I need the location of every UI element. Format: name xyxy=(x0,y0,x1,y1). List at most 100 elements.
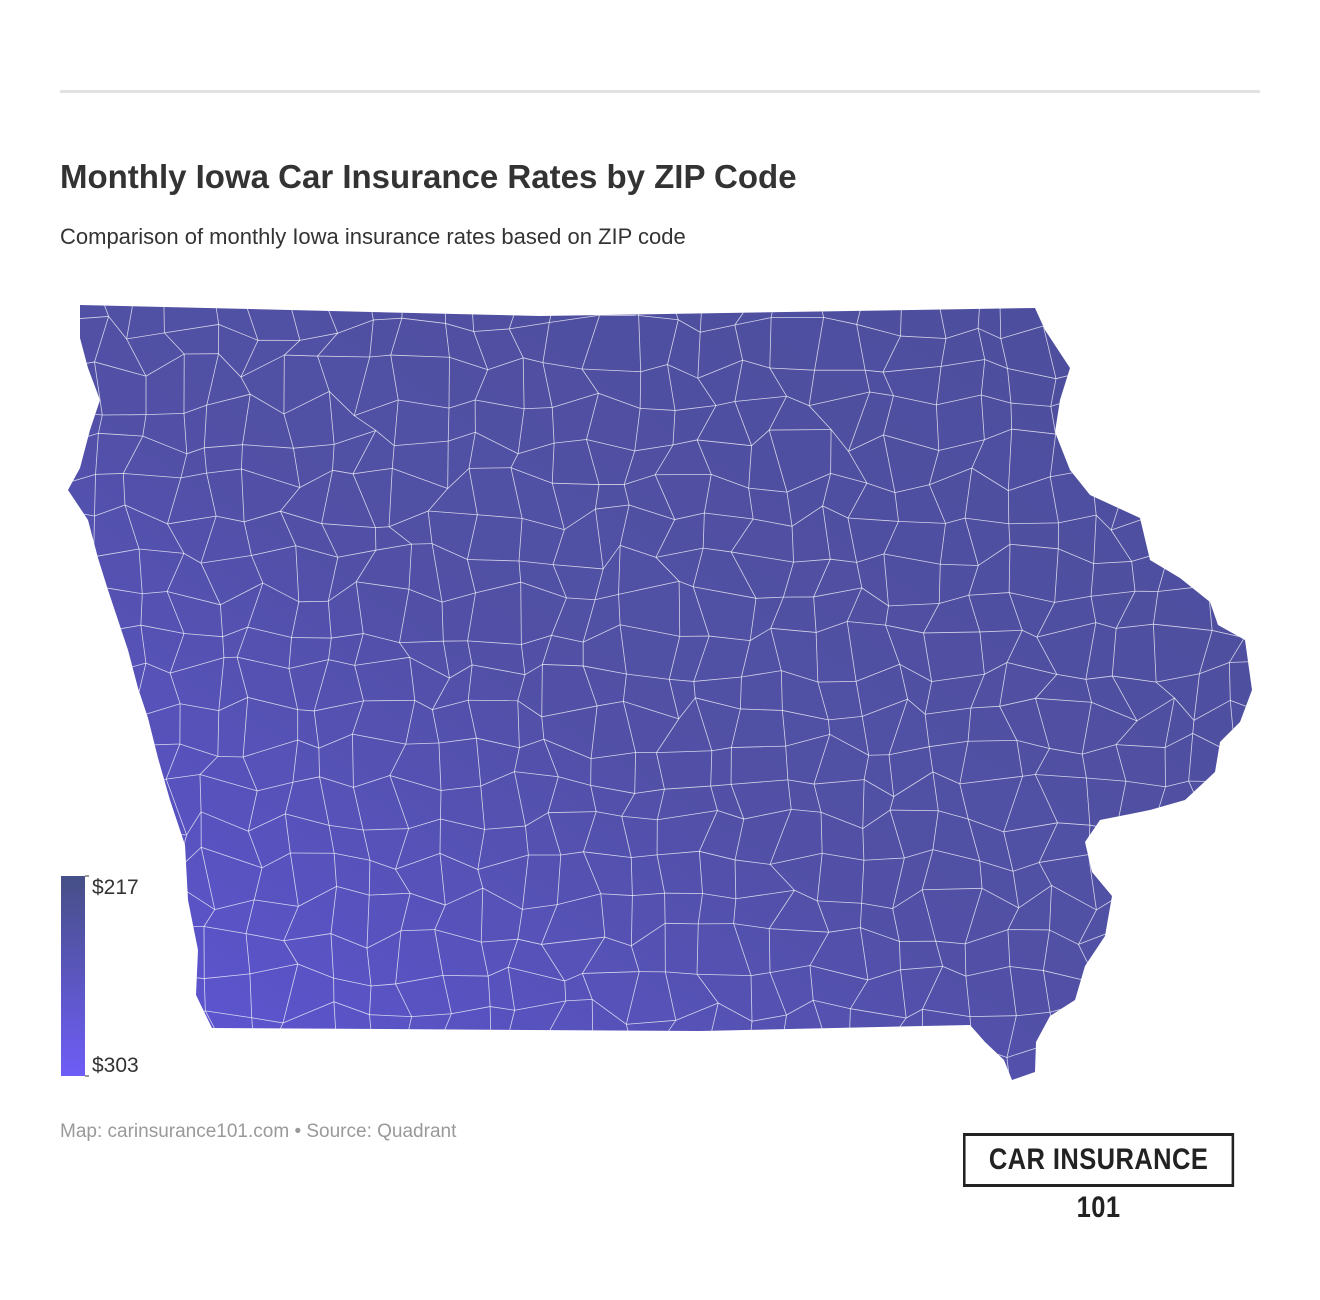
zip-border xyxy=(1173,1043,1194,1060)
zip-border xyxy=(222,636,225,658)
zip-border xyxy=(286,283,317,290)
zip-border xyxy=(184,889,215,910)
zip-border xyxy=(1131,561,1136,592)
zip-border xyxy=(979,860,1014,872)
zip-border xyxy=(68,582,102,588)
zip-border xyxy=(1191,487,1203,509)
zip-border xyxy=(518,560,522,583)
zip-border xyxy=(1133,999,1158,1020)
zip-border xyxy=(199,774,258,792)
zip-border xyxy=(510,453,519,468)
zip-border xyxy=(750,972,771,977)
zip-border xyxy=(770,627,817,633)
zip-border xyxy=(1199,630,1213,674)
zip-border xyxy=(823,316,857,325)
zip-border xyxy=(959,783,969,820)
zip-border xyxy=(734,324,743,361)
zip-border xyxy=(123,473,181,479)
zip-border xyxy=(905,1008,923,1019)
zip-border xyxy=(883,434,896,493)
zip-border xyxy=(167,591,221,606)
zip-border xyxy=(427,510,433,544)
zip-border xyxy=(477,854,529,870)
zip-border xyxy=(769,429,832,431)
zip-border xyxy=(847,482,868,519)
zip-border xyxy=(979,860,983,889)
zip-border xyxy=(517,700,520,748)
zip-border xyxy=(353,787,364,831)
divider xyxy=(60,90,1260,93)
zip-border xyxy=(704,278,756,295)
zip-border xyxy=(68,750,72,787)
zip-border xyxy=(866,482,896,494)
zip-border xyxy=(1271,624,1282,661)
zip-border xyxy=(145,662,171,674)
zip-border xyxy=(964,888,983,944)
zip-border xyxy=(1309,718,1319,741)
zip-border xyxy=(622,673,627,702)
zip-border xyxy=(898,941,901,970)
zip-border xyxy=(583,851,632,858)
zip-border xyxy=(856,305,869,325)
zip-border xyxy=(748,487,788,493)
zip-border xyxy=(124,504,140,550)
zip-border xyxy=(484,825,526,830)
zip-border xyxy=(47,282,96,301)
zip-border xyxy=(711,1123,755,1132)
zip-border xyxy=(183,404,207,414)
zip-border xyxy=(1233,927,1252,937)
zip-border xyxy=(472,664,526,676)
zip-border xyxy=(888,754,895,797)
zip-border xyxy=(186,447,205,455)
zip-border xyxy=(242,394,251,445)
zip-border xyxy=(352,733,406,745)
zip-border xyxy=(623,484,630,506)
zip-border xyxy=(140,624,185,634)
zip-border xyxy=(965,966,1010,977)
zip-border xyxy=(293,448,301,488)
zip-border xyxy=(548,1087,566,1126)
zip-border xyxy=(856,562,863,588)
zip-border xyxy=(103,781,110,816)
zip-border xyxy=(1230,1081,1264,1095)
zip-border xyxy=(552,564,567,599)
zip-border xyxy=(731,779,788,785)
zip-border xyxy=(820,811,863,829)
zip-border xyxy=(1087,442,1092,470)
zip-border xyxy=(254,899,299,907)
zip-border xyxy=(1116,623,1154,629)
zip-border xyxy=(699,850,736,861)
zip-border xyxy=(1308,277,1320,333)
zip-border xyxy=(813,559,831,598)
zip-border xyxy=(274,1040,286,1076)
zip-border xyxy=(1075,352,1127,375)
zip-border xyxy=(941,359,985,367)
zip-border xyxy=(352,734,354,788)
zip-border xyxy=(551,597,567,636)
zip-border xyxy=(97,750,110,782)
zip-border xyxy=(291,601,300,638)
zip-border xyxy=(769,1058,781,1080)
zip-border xyxy=(564,980,567,1001)
zip-border xyxy=(87,945,107,983)
zip-border xyxy=(109,781,124,796)
zip-border xyxy=(814,317,824,371)
zip-border xyxy=(1281,371,1285,408)
zip-border xyxy=(1007,368,1012,404)
zip-border xyxy=(590,785,597,812)
zip-border xyxy=(813,999,851,1010)
zip-border xyxy=(1112,675,1157,683)
zip-border xyxy=(474,369,489,401)
zip-border xyxy=(510,467,523,519)
zip-border xyxy=(522,904,558,910)
zip-border xyxy=(820,812,823,854)
zip-border xyxy=(929,467,973,486)
zip-border xyxy=(594,568,604,600)
zip-border xyxy=(809,1097,824,1129)
zip-border xyxy=(1077,983,1099,1005)
zip-border xyxy=(893,771,934,797)
zip-border xyxy=(769,972,787,1016)
zip-border xyxy=(741,640,751,678)
zip-border xyxy=(557,288,601,295)
zip-border xyxy=(282,1001,335,1024)
